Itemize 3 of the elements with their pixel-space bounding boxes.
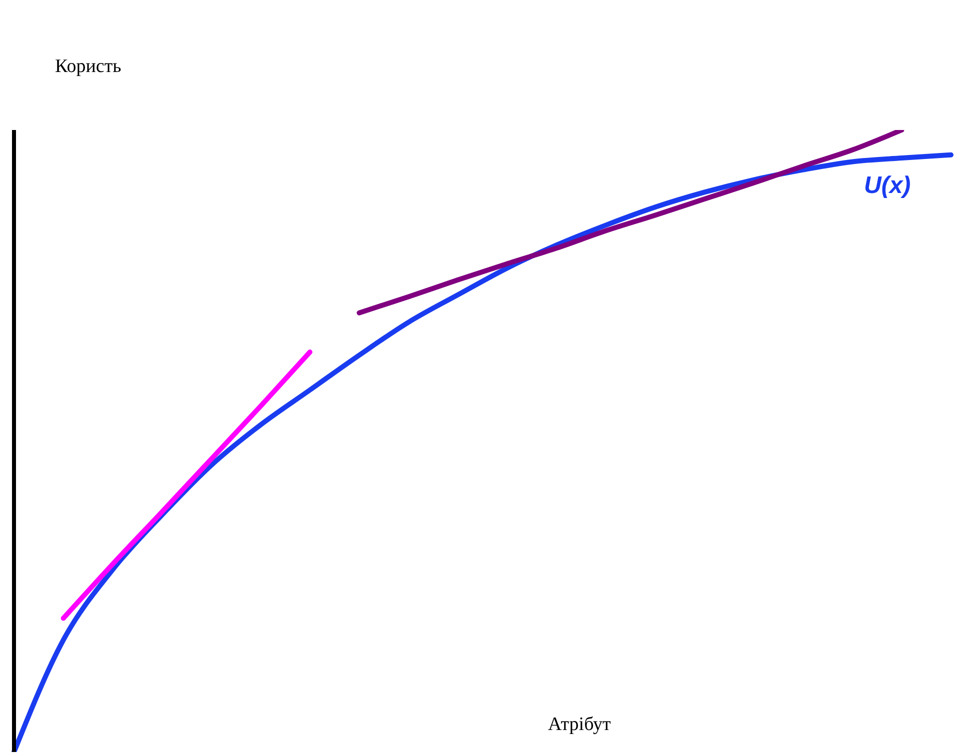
x-axis-title: Атрібут bbox=[548, 714, 611, 736]
y-axis-title: Користь bbox=[55, 56, 122, 78]
series-label: U(x) bbox=[864, 172, 911, 200]
